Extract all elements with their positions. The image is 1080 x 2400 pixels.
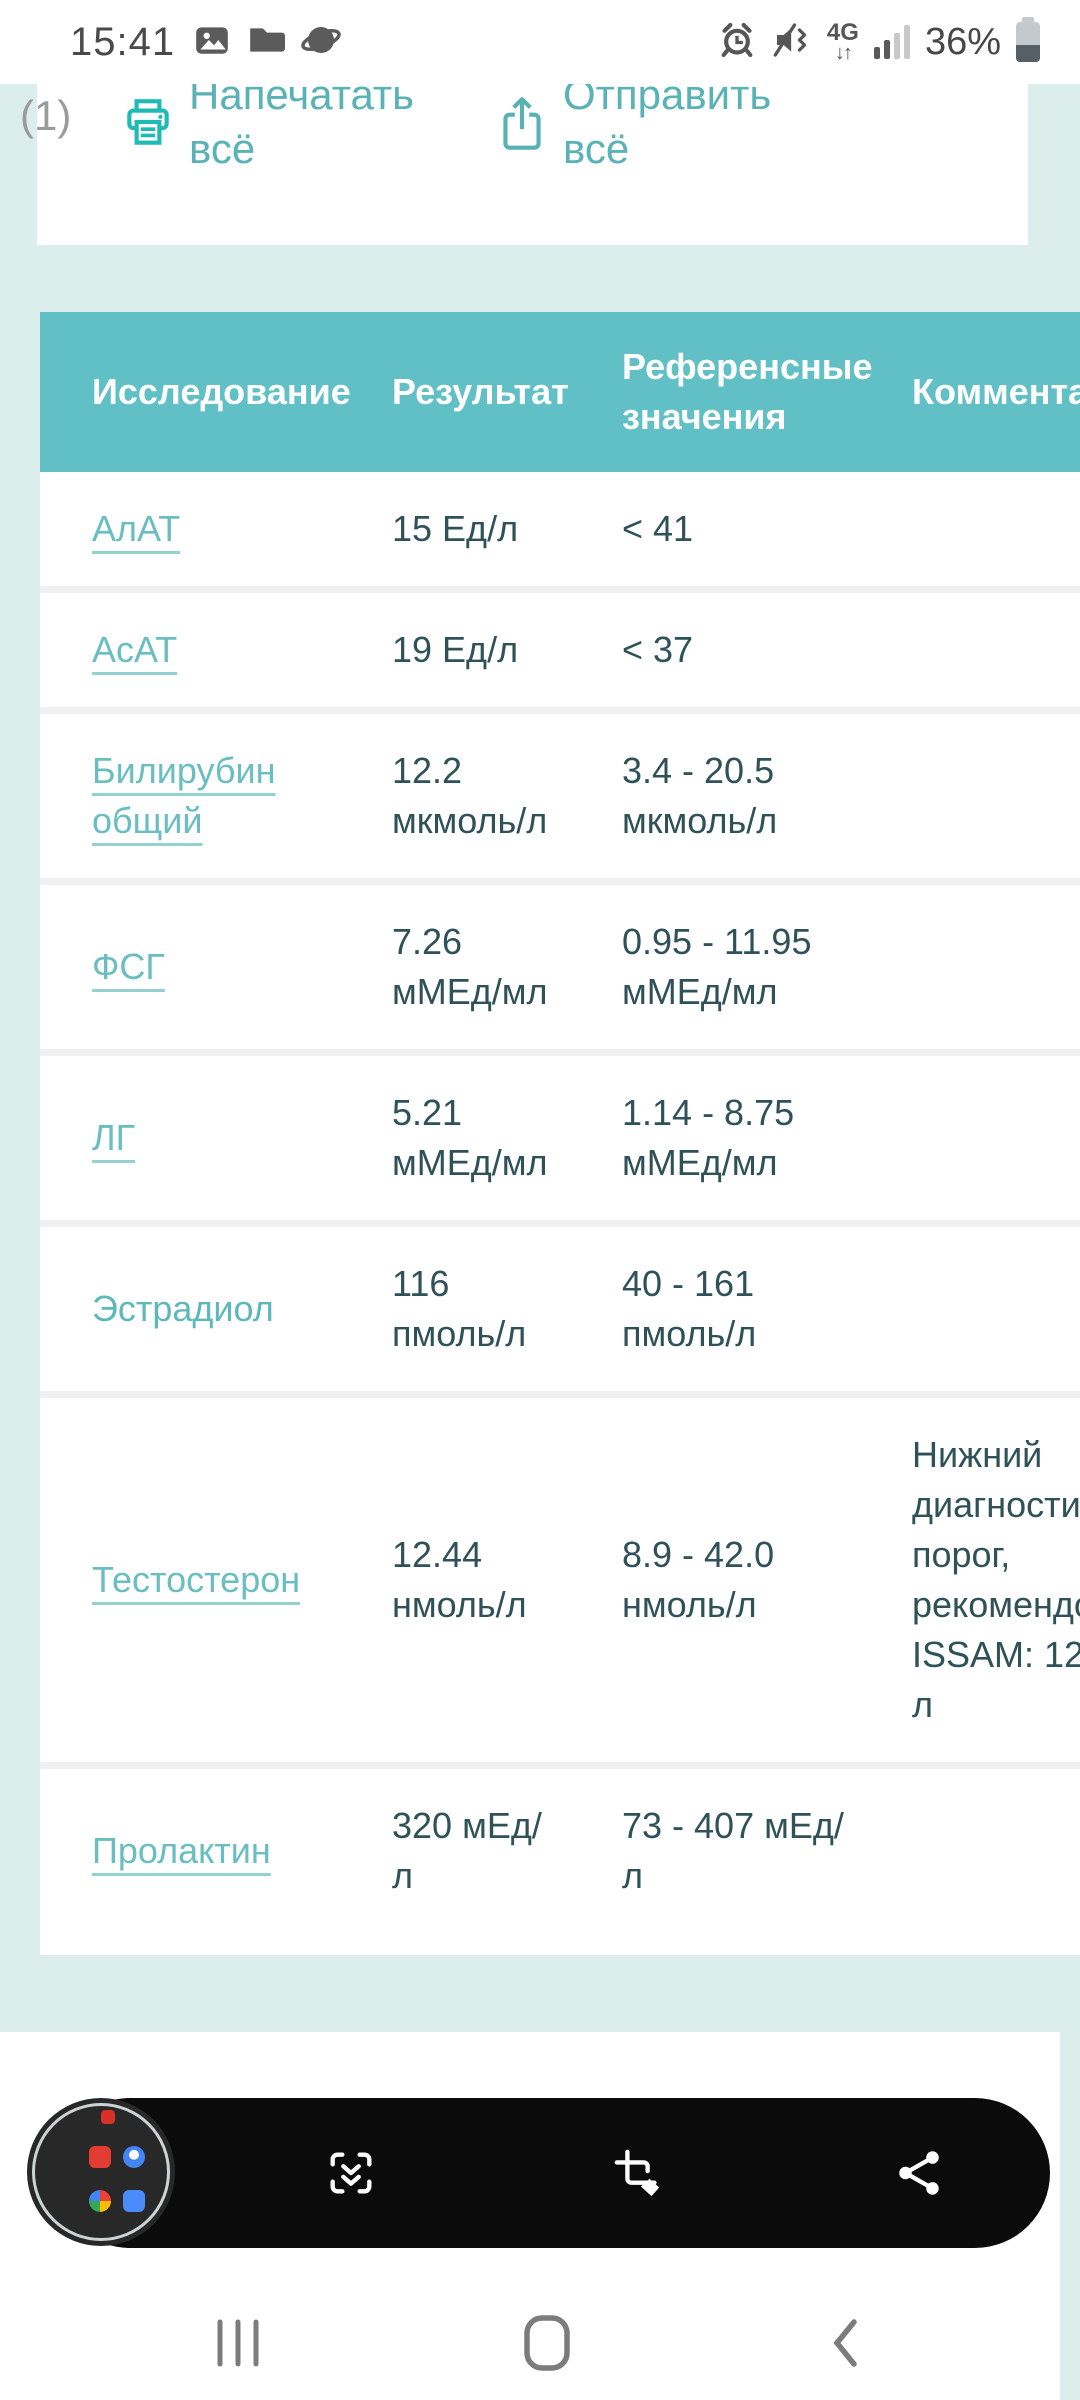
results-table: Исследование Результат Референсные значе… (40, 312, 1080, 1933)
table-row: ФСГ 7.26 мМЕд/мл 0.95 - 11.95 мМЕд/мл (40, 878, 1080, 1053)
screenshot-thumbnail[interactable] (27, 2098, 175, 2246)
test-link-lg[interactable]: ЛГ (92, 1117, 136, 1158)
comment-value (900, 707, 1080, 882)
app-icon (89, 2146, 111, 2168)
reference-value: 1.14 - 8.75 мМЕд/мл (610, 1049, 900, 1224)
alarm-icon (717, 20, 757, 65)
result-value: 15 Ед/л (380, 472, 610, 590)
table-row: АсАТ 19 Ед/л < 37 (40, 586, 1080, 711)
result-count-label: (1) (20, 92, 72, 139)
navigation-bar (0, 2290, 1060, 2400)
clock-text: 15:41 (70, 19, 176, 64)
app-icon (89, 2190, 111, 2212)
comment-value (900, 472, 1080, 590)
battery-percent-text: 36% (924, 20, 1001, 63)
test-link-asat[interactable]: АсАТ (92, 629, 178, 670)
print-all-button[interactable]: Напечатать всё (123, 84, 469, 176)
table-row: Эстрадиол 116 пмоль/л 40 - 161 пмоль/л (40, 1220, 1080, 1395)
table-row: Тестостерон 12.44 нмоль/л 8.9 - 42.0 нмо… (40, 1391, 1080, 1766)
send-all-label: Отправить всё (563, 84, 772, 172)
browser-icon (301, 20, 341, 65)
comment-value (900, 586, 1080, 711)
reference-value: 3.4 - 20.5 мкмоль/л (610, 707, 900, 882)
status-bar: 15:41 4G ↓↑ 36% (0, 0, 1080, 84)
table-row: Пролактин 320 мЕд/ л 73 - 407 мЕд/ л (40, 1762, 1080, 1933)
test-name-estradiol: Эстрадиол (92, 1288, 274, 1329)
table-row: Билирубин общий 12.2 мкмоль/л 3.4 - 20.5… (40, 707, 1080, 882)
gallery-icon (193, 21, 231, 64)
reference-value: 0.95 - 11.95 мМЕд/мл (610, 878, 900, 1053)
reference-value: 40 - 161 пмоль/л (610, 1220, 900, 1395)
result-value: 12.2 мкмоль/л (380, 707, 610, 882)
app-icon (123, 2190, 145, 2212)
result-value: 116 пмоль/л (380, 1220, 610, 1395)
print-all-label: Напечатать всё (189, 84, 415, 172)
table-row: ЛГ 5.21 мМЕд/мл 1.14 - 8.75 мМЕд/мл (40, 1049, 1080, 1224)
vibrate-mute-icon (772, 20, 812, 65)
comment-value (900, 878, 1080, 1053)
col-header-result: Результат (380, 312, 610, 472)
col-header-reference: Референсные значения (610, 312, 900, 472)
comment-value (900, 1220, 1080, 1395)
share-nodes-icon[interactable] (892, 2146, 946, 2200)
result-value: 320 мЕд/ л (380, 1762, 610, 1933)
col-header-comment: Комментарий (900, 312, 1080, 472)
printer-icon (123, 94, 173, 157)
test-link-prolactin[interactable]: Пролактин (92, 1830, 271, 1871)
comment-value: Нижний диагностический порог, рекомендов… (900, 1391, 1080, 1766)
test-link-fsg[interactable]: ФСГ (92, 946, 165, 987)
table-header-row: Исследование Результат Референсные значе… (40, 312, 1080, 472)
home-icon[interactable] (512, 2308, 582, 2378)
result-value: 5.21 мМЕд/мл (380, 1049, 610, 1224)
table-row: АлАТ 15 Ед/л < 41 (40, 472, 1080, 590)
folder-icon (247, 21, 286, 64)
test-link-alat[interactable]: АлАТ (92, 508, 181, 549)
app-icon (123, 2146, 145, 2168)
reference-value: < 41 (610, 472, 900, 590)
back-icon[interactable] (810, 2308, 880, 2378)
actions-card: Напечатать всё Отправить всё (37, 84, 1028, 245)
comment-value (900, 1049, 1080, 1224)
crop-edit-icon[interactable] (611, 2146, 665, 2200)
battery-icon (1016, 17, 1040, 62)
reference-value: < 37 (610, 586, 900, 711)
signal-strength-icon (873, 25, 910, 59)
test-link-bilirubin[interactable]: Билирубин общий (92, 750, 276, 841)
scroll-capture-icon[interactable] (324, 2146, 378, 2200)
result-value: 12.44 нмоль/л (380, 1391, 610, 1766)
share-icon (497, 94, 547, 161)
results-table-card: Исследование Результат Референсные значе… (40, 312, 1080, 1955)
result-value: 7.26 мМЕд/мл (380, 878, 610, 1053)
result-value: 19 Ед/л (380, 586, 610, 711)
reference-value: 73 - 407 мЕд/ л (610, 1762, 900, 1933)
reference-value: 8.9 - 42.0 нмоль/л (610, 1391, 900, 1766)
col-header-study: Исследование (40, 312, 380, 472)
network-4g-icon: 4G ↓↑ (826, 19, 859, 64)
test-link-testosterone[interactable]: Тестостерон (92, 1559, 301, 1600)
screenshot-toolbar (55, 2098, 1050, 2248)
app-icon (101, 2110, 115, 2124)
recents-icon[interactable] (203, 2308, 273, 2378)
send-all-button[interactable]: Отправить всё (497, 84, 843, 176)
comment-value (900, 1762, 1080, 1933)
